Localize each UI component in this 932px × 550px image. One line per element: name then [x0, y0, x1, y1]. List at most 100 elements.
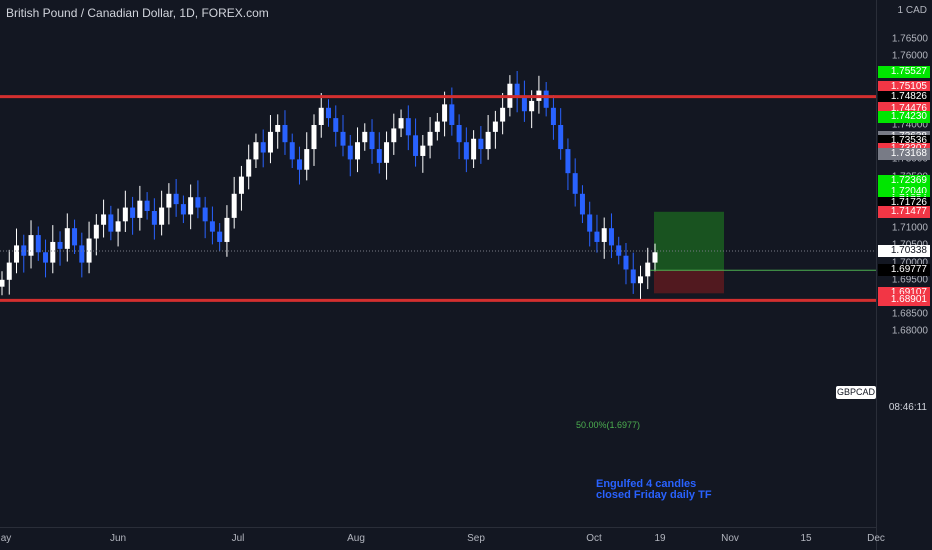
- price-tick: 1.76500: [891, 33, 928, 45]
- candle-body: [478, 138, 484, 150]
- candle-body: [86, 238, 92, 263]
- time-label: Jul: [231, 533, 245, 544]
- candle-body: [275, 125, 281, 132]
- candle-body: [137, 200, 143, 218]
- candle-body: [485, 131, 491, 150]
- price-tick: 1.71000: [891, 222, 928, 234]
- candle-body: [608, 228, 614, 246]
- candle-body: [101, 214, 107, 225]
- candle-body: [64, 228, 70, 249]
- candle-body: [238, 176, 244, 194]
- time-label: Nov: [721, 533, 739, 544]
- candle-body: [253, 142, 259, 160]
- candle-body: [601, 228, 607, 242]
- time-label: 15: [800, 533, 812, 544]
- candle-body: [231, 193, 237, 218]
- price-label: 1.69777: [878, 264, 930, 277]
- candle-body: [246, 159, 252, 177]
- time-label: Jun: [109, 533, 127, 544]
- candle-body: [326, 107, 331, 119]
- candle-body: [333, 118, 339, 132]
- candle-body: [289, 142, 295, 160]
- candle-body: [50, 241, 56, 263]
- candle-body: [267, 131, 273, 153]
- candle-body: [217, 231, 223, 242]
- bar-countdown: 08:46:11: [888, 402, 927, 413]
- candle-body: [151, 211, 157, 225]
- price-tick: 1.68000: [891, 325, 928, 337]
- price-label: 1.68901: [878, 294, 930, 307]
- price-label: 1.70338: [878, 244, 930, 257]
- candle-body: [427, 131, 433, 146]
- candle-body: [587, 214, 593, 232]
- candle-body: [565, 149, 571, 174]
- candle-body: [347, 145, 353, 160]
- time-scale[interactable]: ay Jun Jul Aug Sep Oct 19 Nov 15 Dec: [0, 527, 885, 550]
- candle-body: [630, 269, 636, 284]
- candle-body: [442, 104, 448, 122]
- price-tick: 1.76000: [891, 50, 928, 62]
- price-tick: 1.69500: [891, 274, 928, 286]
- candle-body: [463, 142, 469, 160]
- candle-body: [558, 125, 564, 150]
- time-label: ay: [0, 533, 12, 544]
- candle-body: [340, 131, 346, 146]
- annotation-line-1: Engulfed 4 candles: [596, 478, 697, 490]
- price-tick: 1.74000: [891, 119, 928, 131]
- candle-body: [514, 83, 520, 98]
- price-label: 1.74230: [878, 111, 930, 124]
- candle-body: [623, 255, 629, 270]
- candle-body: [180, 204, 186, 215]
- candle-body: [318, 107, 324, 125]
- candle-body: [209, 221, 215, 232]
- candle-body: [500, 107, 506, 122]
- annotation-line-2: closed Friday daily TF: [596, 489, 712, 501]
- candle-body: [93, 224, 99, 239]
- candle-body: [645, 262, 651, 277]
- candle-body: [369, 131, 375, 150]
- candle-body: [456, 125, 462, 143]
- candle-body: [420, 145, 426, 156]
- candle-body: [173, 193, 179, 205]
- candle-body: [43, 252, 49, 263]
- candle-body: [144, 200, 150, 211]
- candle-body: [195, 197, 201, 208]
- time-label: 19: [654, 533, 666, 544]
- candle-body: [521, 97, 527, 112]
- candle-body: [413, 135, 419, 156]
- chart-area[interactable]: British Pound / Canadian Dollar, 1D, FOR…: [0, 0, 876, 527]
- candle-body: [57, 241, 63, 249]
- price-scale[interactable]: 1 CAD 1.765001.760001.755001.750001.7450…: [876, 0, 932, 550]
- candle-body: [35, 235, 41, 253]
- price-label: 1.72369: [878, 175, 930, 188]
- price-label: 1.71477: [878, 205, 930, 218]
- candle-body: [637, 276, 643, 284]
- candle-body: [202, 207, 208, 222]
- candle-body: [21, 245, 27, 256]
- candle-body: [296, 159, 302, 170]
- candle-body: [115, 221, 121, 232]
- candle-body: [355, 142, 361, 160]
- price-label: 1.75527: [878, 66, 930, 79]
- candle-body: [492, 121, 498, 132]
- candle-body: [311, 125, 317, 150]
- stop-loss-zone: [654, 270, 724, 294]
- time-label: Oct: [586, 533, 602, 544]
- symbol-tag: GBPCAD: [836, 386, 876, 399]
- candle-body: [543, 90, 549, 108]
- candle-body: [579, 193, 585, 215]
- candle-body: [594, 231, 600, 242]
- candlestick-chart[interactable]: [0, 0, 876, 527]
- candle-body: [384, 142, 390, 163]
- candle-body: [529, 100, 535, 112]
- candle-body: [449, 104, 455, 125]
- candle-body: [122, 207, 128, 222]
- candle-body: [79, 245, 85, 263]
- candle-body: [362, 131, 368, 143]
- candle-body: [166, 193, 172, 208]
- candle-body: [260, 142, 266, 153]
- time-label: Dec: [867, 533, 885, 544]
- candle-body: [108, 214, 114, 232]
- candle-body: [224, 217, 230, 242]
- candle-body: [376, 149, 382, 163]
